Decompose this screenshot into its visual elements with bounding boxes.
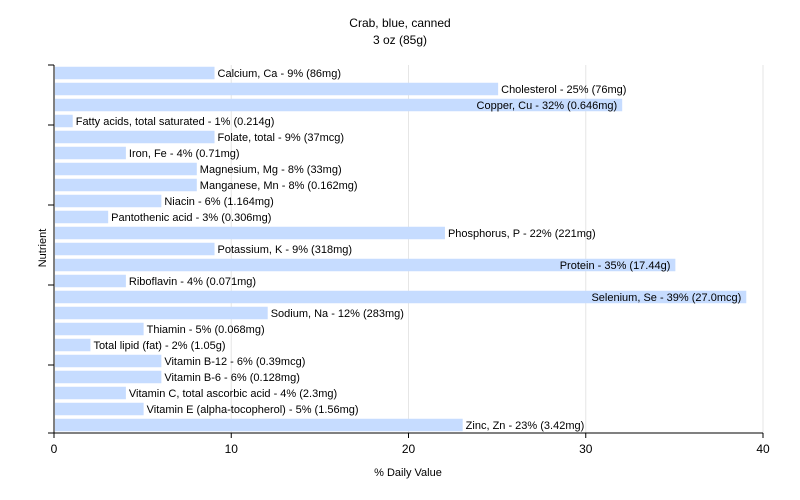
- bar-label: Sodium, Na - 12% (283mg): [271, 308, 404, 320]
- bar-label: Vitamin B-12 - 6% (0.39mcg): [164, 356, 305, 368]
- bars: Calcium, Ca - 9% (86mg) Cholesterol - 25%…: [55, 66, 747, 432]
- y-axis-title: Nutrient: [37, 229, 49, 268]
- bar-label: Protein - 35% (17.44g): [560, 260, 671, 272]
- bar: [55, 274, 126, 288]
- bar-label: Magnesium, Mg - 8% (33mg): [200, 164, 342, 176]
- bar-label: Cholesterol - 25% (76mg): [501, 84, 626, 96]
- bar-label: Calcium, Ca - 9% (86mg): [218, 68, 341, 80]
- bar: [55, 162, 197, 176]
- bar: [55, 210, 109, 224]
- bar: [55, 354, 162, 368]
- bar: [55, 194, 162, 208]
- bar: [55, 338, 91, 352]
- bar-label: Copper, Cu - 32% (0.646mg): [477, 100, 618, 112]
- bar: [55, 114, 73, 128]
- chart-subtitle: 3 oz (85g): [373, 33, 427, 47]
- x-tick-labels: 0 10 20 30 40: [51, 442, 770, 456]
- bar: [55, 386, 126, 400]
- bar-label: Niacin - 6% (1.164mg): [164, 196, 273, 208]
- bar: [55, 306, 268, 320]
- bar: [55, 370, 162, 384]
- bar: [55, 402, 144, 416]
- bar-label: Selenium, Se - 39% (27.0mcg): [591, 292, 741, 304]
- bar: [55, 130, 215, 144]
- bar: [55, 226, 445, 240]
- bar-label: Potassium, K - 9% (318mg): [218, 244, 353, 256]
- bar-label: Phosphorus, P - 22% (221mg): [448, 228, 596, 240]
- bar-label: Fatty acids, total saturated - 1% (0.214…: [76, 116, 275, 128]
- x-tick-label: 20: [402, 442, 416, 456]
- bar: [55, 322, 144, 336]
- bar: [55, 98, 623, 112]
- x-tick-label: 30: [579, 442, 593, 456]
- bar-label: Thiamin - 5% (0.068mg): [147, 324, 265, 336]
- bar: [55, 66, 215, 80]
- bar-label: Folate, total - 9% (37mcg): [218, 132, 345, 144]
- bar-label: Iron, Fe - 4% (0.71mg): [129, 148, 240, 160]
- x-tick-label: 10: [225, 442, 239, 456]
- x-axis-title: % Daily Value: [374, 467, 442, 479]
- bar-label: Zinc, Zn - 23% (3.42mg): [466, 420, 585, 432]
- bar-label: Pantothenic acid - 3% (0.306mg): [111, 212, 271, 224]
- bar-label: Vitamin C, total ascorbic acid - 4% (2.3…: [129, 388, 337, 400]
- x-tick-label: 0: [51, 442, 58, 456]
- x-tick-label: 40: [756, 442, 770, 456]
- bar: [55, 82, 499, 96]
- bar-label: Vitamin E (alpha-tocopherol) - 5% (1.56m…: [147, 404, 359, 416]
- bar: [55, 290, 747, 304]
- bar-label: Manganese, Mn - 8% (0.162mg): [200, 180, 358, 192]
- bar: [55, 418, 463, 432]
- bar: [55, 146, 126, 160]
- axes: [48, 64, 764, 438]
- gridlines: [230, 65, 764, 433]
- bar: [55, 242, 215, 256]
- bar-label: Vitamin B-6 - 6% (0.128mg): [164, 372, 300, 384]
- bar: [55, 178, 197, 192]
- bar-label: Riboflavin - 4% (0.071mg): [129, 276, 256, 288]
- bar-label: Total lipid (fat) - 2% (1.05g): [93, 340, 225, 352]
- chart-title: Crab, blue, canned: [349, 16, 450, 30]
- bar: [55, 258, 676, 272]
